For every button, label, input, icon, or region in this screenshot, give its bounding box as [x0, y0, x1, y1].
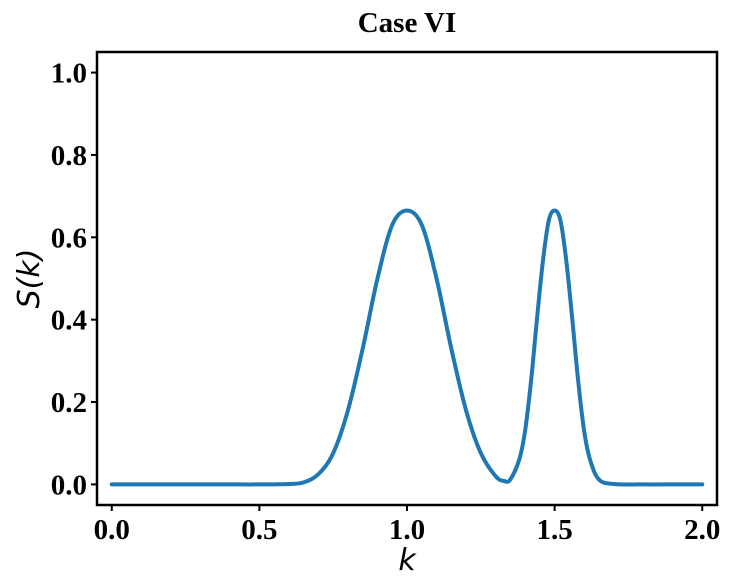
x-tick-label: 1.0 [389, 514, 425, 546]
x-axis: 0.0 0.5 1.0 1.5 2.0 [94, 505, 720, 546]
x-tick-label: 0.0 [94, 514, 130, 546]
x-axis-label: k [398, 543, 417, 578]
y-tick-label: 0.2 [51, 387, 87, 419]
y-tick-label: 0.4 [51, 305, 87, 337]
x-tick-label: 2.0 [684, 514, 720, 546]
y-tick-label: 0.6 [51, 222, 87, 254]
axes-frame [95, 50, 719, 507]
y-axis-label: S(k) [12, 249, 47, 309]
x-tick-label: 1.5 [536, 514, 572, 546]
chart-title: Case VI [358, 7, 457, 39]
y-tick-label: 1.0 [51, 58, 87, 90]
x-tick-label: 0.5 [241, 514, 277, 546]
y-axis: 0.0 0.2 0.4 0.6 0.8 1.0 [51, 58, 97, 501]
y-tick-label: 0.8 [51, 140, 87, 172]
plot-area [109, 208, 705, 487]
series-line [109, 208, 705, 487]
y-tick-label: 0.0 [51, 469, 87, 501]
